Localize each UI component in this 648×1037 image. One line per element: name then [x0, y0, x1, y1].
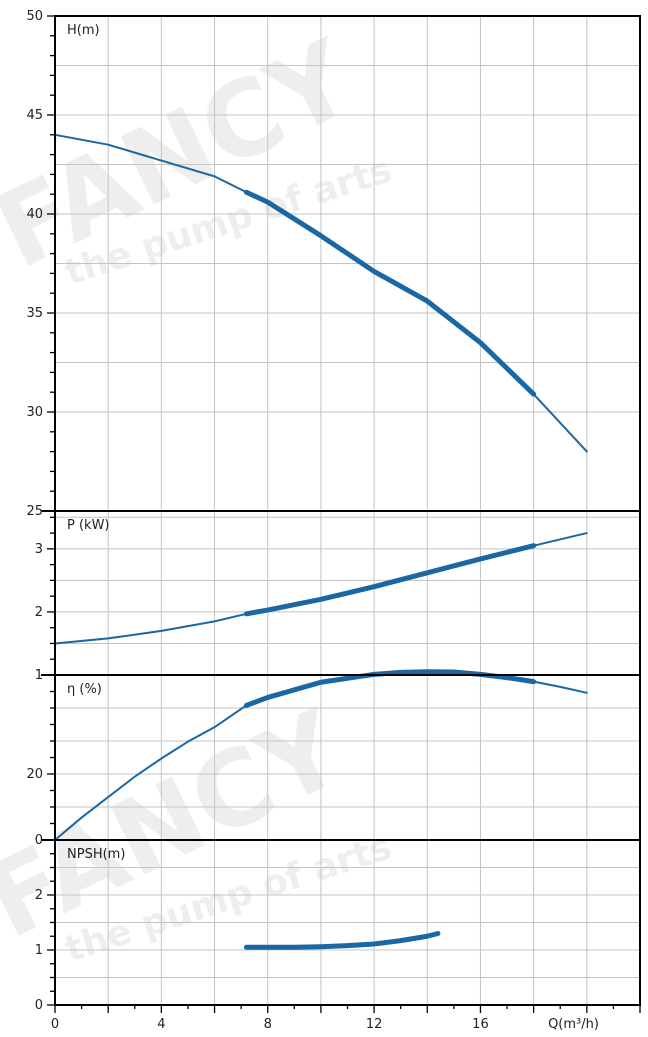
frame-layer — [41, 15, 641, 1013]
y-tick-label-head: 35 — [26, 306, 43, 321]
y-tick-label-npsh: 1 — [35, 943, 43, 958]
y-tick-label-head: 45 — [26, 108, 43, 123]
npsh-curve-thick — [243, 931, 441, 950]
x-tick-label: 4 — [157, 1017, 165, 1032]
grid-layer — [55, 16, 640, 1005]
y-tick-label-head: 50 — [26, 9, 43, 24]
y-tick-label-npsh: 2 — [35, 888, 43, 903]
y-tick-label-efficiency: 20 — [26, 767, 43, 782]
y-tick-label-power: 1 — [35, 668, 43, 683]
panel-label-efficiency: η (%) — [67, 682, 102, 697]
x-axis-label: Q(m³/h) — [548, 1017, 599, 1032]
x-tick-label: 12 — [366, 1017, 383, 1032]
x-tick-label: 0 — [51, 1017, 59, 1032]
y-tick-label-npsh: 0 — [35, 998, 43, 1013]
y-tick-label-head: 30 — [26, 405, 43, 420]
y-tick-label-efficiency: 0 — [35, 833, 43, 848]
panel-label-npsh: NPSH(m) — [67, 847, 125, 862]
y-tick-label-head: 25 — [26, 504, 43, 519]
watermarks: FANCY the pump of arts FANCY the pump of… — [0, 16, 397, 970]
y-tick-label-head: 40 — [26, 207, 43, 222]
x-tick-label: 16 — [472, 1017, 489, 1032]
y-tick-label-power: 2 — [35, 605, 43, 620]
panel-label-head: H(m) — [67, 23, 100, 38]
x-tick-label: 8 — [264, 1017, 272, 1032]
power-curve-thick — [243, 543, 537, 617]
head-curve-thick — [243, 189, 537, 397]
panel-label-power: P (kW) — [67, 518, 110, 533]
y-tick-label-power: 3 — [35, 542, 43, 557]
